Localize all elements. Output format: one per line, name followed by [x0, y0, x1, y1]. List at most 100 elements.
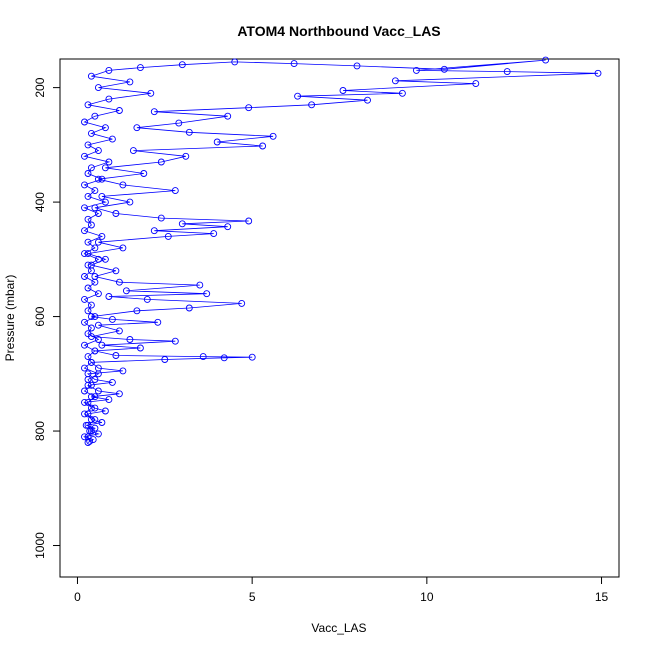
data-point	[115, 107, 123, 114]
data-point	[119, 244, 127, 252]
data-point	[86, 437, 94, 445]
data-point	[126, 336, 134, 343]
data-point	[182, 152, 190, 160]
y-tick-label: 600	[33, 306, 47, 326]
data-point	[115, 278, 123, 286]
data-point	[224, 112, 232, 120]
data-point	[108, 378, 116, 386]
plot-frame	[59, 58, 620, 578]
data-point	[101, 407, 109, 415]
data-point	[81, 398, 88, 406]
data-point	[105, 293, 113, 300]
data-point	[140, 170, 148, 177]
data-point	[119, 181, 127, 189]
data-point	[248, 353, 256, 361]
data-point	[84, 433, 92, 441]
data-point	[98, 232, 106, 240]
data-point	[412, 66, 420, 74]
data-point	[94, 290, 102, 298]
data-point	[164, 232, 172, 240]
data-point	[84, 421, 92, 429]
data-point	[440, 65, 448, 73]
data-point	[129, 147, 137, 155]
data-point	[105, 95, 113, 103]
data-point	[94, 255, 102, 263]
data-point	[84, 141, 92, 149]
data-point	[98, 192, 106, 200]
data-point	[133, 124, 141, 132]
data-point	[84, 376, 92, 383]
data-point	[269, 132, 277, 140]
series-line	[82, 59, 599, 443]
x-tick-label: 0	[74, 590, 81, 604]
data-point	[81, 227, 88, 235]
data-point	[91, 244, 99, 252]
data-point	[84, 398, 92, 406]
data-point	[353, 62, 361, 70]
data-point	[98, 419, 106, 426]
data-point	[171, 187, 179, 195]
data-point	[81, 273, 88, 280]
data-point	[87, 164, 95, 172]
data-point	[112, 210, 120, 217]
y-tick-label: 400	[33, 192, 47, 212]
data-point	[196, 281, 204, 289]
data-point	[87, 381, 95, 389]
data-point	[94, 147, 102, 155]
data-point	[91, 112, 99, 120]
data-point	[81, 318, 88, 326]
plot-area	[81, 56, 602, 446]
data-point	[472, 80, 480, 88]
data-point	[84, 330, 92, 338]
data-point	[84, 410, 92, 418]
data-point	[213, 138, 221, 146]
data-point	[87, 129, 95, 137]
data-point	[81, 181, 88, 189]
data-point	[94, 387, 102, 395]
data-point	[87, 267, 95, 275]
data-point	[143, 295, 151, 303]
data-point	[94, 370, 102, 378]
data-point	[185, 304, 193, 312]
data-point	[157, 158, 165, 166]
data-point	[81, 341, 88, 349]
data-point	[161, 356, 169, 363]
y-axis: 200 400 600 800 1000	[33, 77, 61, 559]
data-point	[94, 430, 102, 438]
data-point	[245, 217, 253, 225]
data-point	[157, 214, 165, 222]
data-point	[503, 68, 511, 76]
data-point	[84, 215, 92, 223]
data-point	[98, 175, 106, 183]
data-point	[178, 61, 186, 69]
data-point	[178, 220, 186, 228]
x-tick-label: 5	[249, 590, 256, 604]
data-point	[94, 336, 102, 343]
data-point	[238, 299, 246, 307]
data-point	[199, 353, 207, 361]
data-point	[101, 255, 109, 263]
data-point	[94, 175, 102, 183]
data-point	[290, 60, 298, 68]
data-point	[81, 152, 88, 160]
data-point	[594, 69, 602, 77]
data-point	[391, 77, 399, 85]
data-point	[133, 307, 141, 315]
y-tick-label: 200	[33, 77, 47, 97]
data-point	[91, 376, 99, 383]
data-point	[150, 108, 158, 116]
data-point	[84, 170, 92, 177]
data-point	[398, 89, 406, 97]
data-point	[87, 404, 95, 412]
data-point	[91, 278, 99, 286]
data-point	[136, 64, 144, 72]
data-point	[175, 119, 183, 127]
data-point	[101, 164, 109, 172]
data-point	[84, 261, 92, 269]
data-point	[231, 58, 239, 66]
data-point	[91, 393, 99, 401]
y-tick-label: 1000	[33, 532, 47, 559]
data-point	[82, 421, 90, 429]
data-point	[154, 318, 162, 326]
